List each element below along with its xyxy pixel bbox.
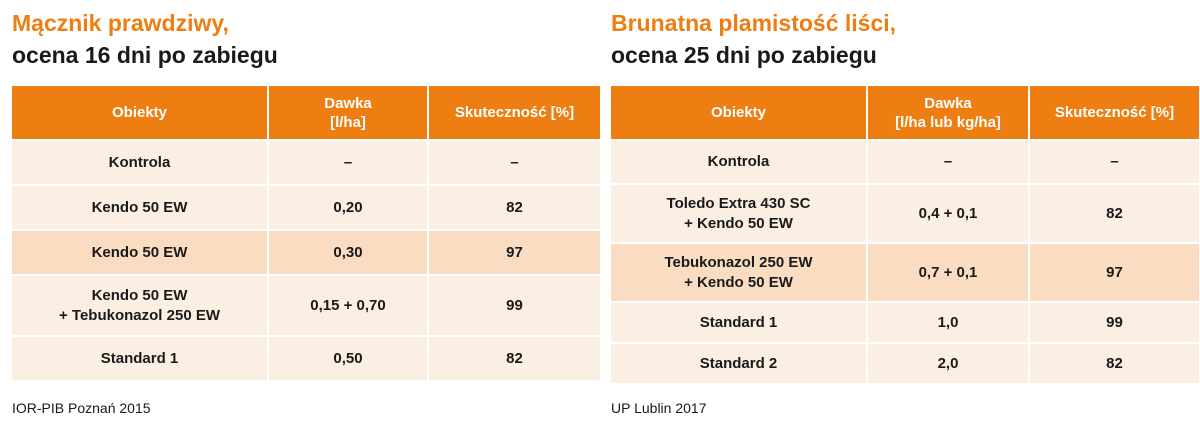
cell-object: Standard 2 (611, 343, 868, 385)
cell-dose: 0,4 + 0,1 (867, 184, 1030, 244)
cell-object: Kontrola (611, 140, 868, 185)
cell-dose: 0,30 (268, 230, 429, 276)
header-object: Obiekty (611, 86, 868, 141)
header-efficacy: Skuteczność [%] (1029, 86, 1199, 141)
cell-efficacy: 82 (428, 185, 600, 231)
right-source: UP Lublin 2017 (611, 400, 707, 416)
table-row: Kontrola – – (12, 140, 600, 186)
right-subtitle: ocena 25 dni po zabiegu (611, 42, 877, 68)
header-dose: Dawka [l/ha] (268, 86, 429, 141)
cell-efficacy: 97 (428, 230, 600, 276)
cell-object: Kendo 50 EW + Tebukonazol 250 EW (12, 275, 269, 337)
table-row: Kendo 50 EW 0,20 82 (12, 185, 600, 231)
cell-efficacy: 99 (428, 275, 600, 337)
cell-dose: 1,0 (867, 302, 1030, 344)
left-table: Obiekty Dawka [l/ha] Skuteczność [%] Kont… (12, 86, 600, 382)
cell-efficacy: 82 (428, 336, 600, 382)
cell-dose: 2,0 (867, 343, 1030, 385)
cell-object: Kendo 50 EW (12, 185, 269, 231)
cell-object: Kendo 50 EW (12, 230, 269, 276)
header-object: Obiekty (12, 86, 269, 141)
left-source: IOR-PIB Poznań 2015 (12, 400, 151, 416)
right-title: Brunatna plamistość liści, (611, 10, 897, 36)
header-dose: Dawka [l/ha lub kg/ha] (867, 86, 1030, 141)
cell-object: Kontrola (12, 140, 269, 186)
table-row: Standard 1 1,0 99 (611, 302, 1199, 344)
table-row: Kendo 50 EW + Tebukonazol 250 EW 0,15 + 0… (12, 275, 600, 337)
cell-dose: – (867, 140, 1030, 185)
left-title: Mącznik prawdziwy, (12, 10, 229, 36)
table-row: Tebukonazol 250 EW + Kendo 50 EW 0,7 + 0,… (611, 243, 1199, 303)
table-row: Standard 2 2,0 82 (611, 343, 1199, 385)
cell-efficacy: 82 (1029, 343, 1199, 385)
cell-dose: 0,50 (268, 336, 429, 382)
cell-object: Standard 1 (12, 336, 269, 382)
cell-dose: – (268, 140, 429, 186)
table-header-row: Obiekty Dawka [l/ha] Skuteczność [%] (12, 86, 600, 141)
cell-efficacy: 82 (1029, 184, 1199, 244)
right-table: Obiekty Dawka [l/ha lub kg/ha] Skutecznoś… (611, 86, 1199, 385)
table-row: Kendo 50 EW 0,30 97 (12, 230, 600, 276)
cell-dose: 0,20 (268, 185, 429, 231)
header-efficacy: Skuteczność [%] (428, 86, 600, 141)
cell-object: Tebukonazol 250 EW + Kendo 50 EW (611, 243, 868, 303)
cell-efficacy: – (428, 140, 600, 186)
cell-dose: 0,7 + 0,1 (867, 243, 1030, 303)
table-header-row: Obiekty Dawka [l/ha lub kg/ha] Skutecznoś… (611, 86, 1199, 141)
table-row: Kontrola – – (611, 140, 1199, 185)
cell-efficacy: 97 (1029, 243, 1199, 303)
cell-dose: 0,15 + 0,70 (268, 275, 429, 337)
cell-object: Toledo Extra 430 SC + Kendo 50 EW (611, 184, 868, 244)
left-subtitle: ocena 16 dni po zabiegu (12, 42, 278, 68)
cell-efficacy: 99 (1029, 302, 1199, 344)
table-row: Toledo Extra 430 SC + Kendo 50 EW 0,4 + 0… (611, 184, 1199, 244)
cell-efficacy: – (1029, 140, 1199, 185)
table-row: Standard 1 0,50 82 (12, 336, 600, 382)
cell-object: Standard 1 (611, 302, 868, 344)
